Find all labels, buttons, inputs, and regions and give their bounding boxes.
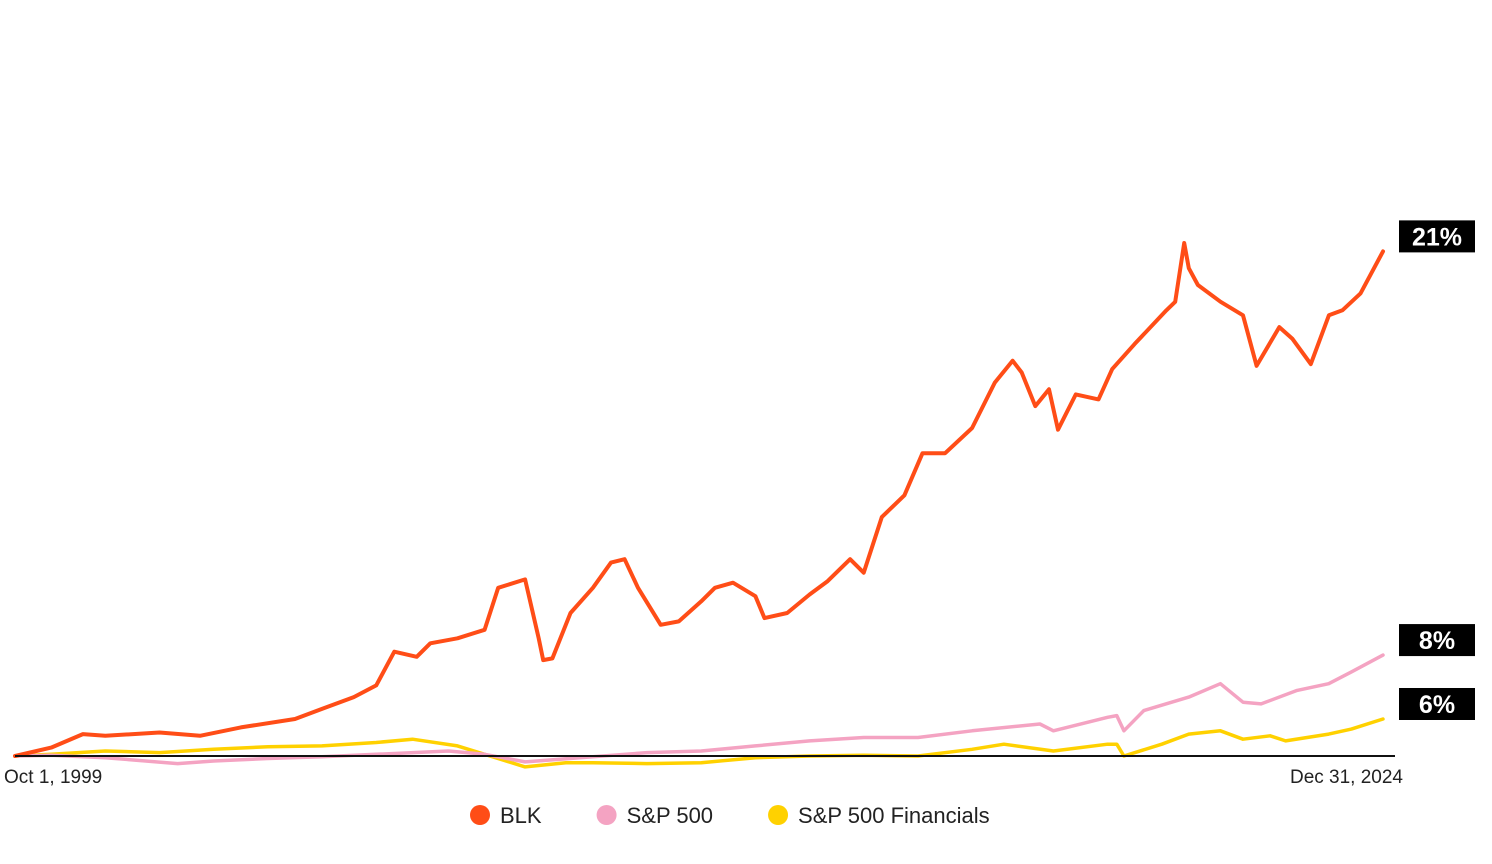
legend-label: BLK bbox=[500, 803, 542, 828]
end-label-sp-500: 8% bbox=[1399, 624, 1475, 657]
legend-label: S&P 500 Financials bbox=[798, 803, 990, 828]
legend-label: S&P 500 bbox=[627, 803, 713, 828]
legend: BLK S&P 500 S&P 500 Financials bbox=[470, 803, 990, 828]
end-labels: 21% 8% 6% bbox=[1399, 220, 1475, 720]
legend-swatch bbox=[768, 805, 789, 825]
end-label-value: 6% bbox=[1419, 691, 1455, 719]
end-label-sp-500-financials: 6% bbox=[1399, 687, 1475, 720]
series-line-sp-500 bbox=[13, 653, 1385, 766]
plot-area bbox=[13, 241, 1385, 769]
end-label-box bbox=[1399, 220, 1475, 253]
series-line-blk bbox=[13, 241, 1385, 758]
end-label-box bbox=[1399, 687, 1475, 720]
legend-swatch bbox=[596, 805, 617, 825]
legend-item-sp-500-financials: S&P 500 Financials bbox=[768, 803, 990, 828]
end-label-value: 8% bbox=[1419, 627, 1455, 655]
legend-item-sp-500: S&P 500 bbox=[596, 803, 713, 828]
end-label-box bbox=[1399, 624, 1475, 657]
x-tick-label-end: Dec 31, 2024 bbox=[1290, 767, 1403, 788]
legend-swatch bbox=[470, 805, 490, 825]
x-tick-label-start: Oct 1, 1999 bbox=[4, 767, 102, 788]
end-label-value: 21% bbox=[1412, 223, 1462, 251]
legend-item-blk: BLK bbox=[470, 803, 542, 828]
end-label-blk: 21% bbox=[1399, 220, 1475, 253]
